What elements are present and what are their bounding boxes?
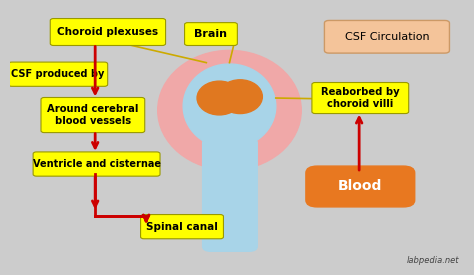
Text: Spinal canal: Spinal canal xyxy=(146,222,218,232)
Ellipse shape xyxy=(183,64,276,148)
Ellipse shape xyxy=(158,50,301,170)
Ellipse shape xyxy=(197,81,242,115)
FancyBboxPatch shape xyxy=(33,152,160,176)
Text: Choroid plexuses: Choroid plexuses xyxy=(57,27,158,37)
Text: Around cerebral
blood vessels: Around cerebral blood vessels xyxy=(47,104,138,126)
FancyBboxPatch shape xyxy=(184,23,237,45)
Text: Reaborbed by
choroid villi: Reaborbed by choroid villi xyxy=(321,87,400,109)
Text: labpedia.net: labpedia.net xyxy=(406,257,459,265)
FancyBboxPatch shape xyxy=(50,18,165,45)
Text: CSF Circulation: CSF Circulation xyxy=(345,32,429,42)
FancyBboxPatch shape xyxy=(202,138,257,251)
Text: Ventricle and cisternae: Ventricle and cisternae xyxy=(33,159,161,169)
Text: CSF produced by: CSF produced by xyxy=(11,69,105,79)
FancyBboxPatch shape xyxy=(324,20,449,53)
FancyBboxPatch shape xyxy=(312,82,409,114)
Ellipse shape xyxy=(218,80,263,114)
Text: Brain: Brain xyxy=(194,29,228,39)
FancyBboxPatch shape xyxy=(141,214,223,239)
FancyBboxPatch shape xyxy=(306,166,415,207)
FancyBboxPatch shape xyxy=(9,62,108,86)
FancyBboxPatch shape xyxy=(41,97,145,133)
Text: Blood: Blood xyxy=(338,180,383,194)
